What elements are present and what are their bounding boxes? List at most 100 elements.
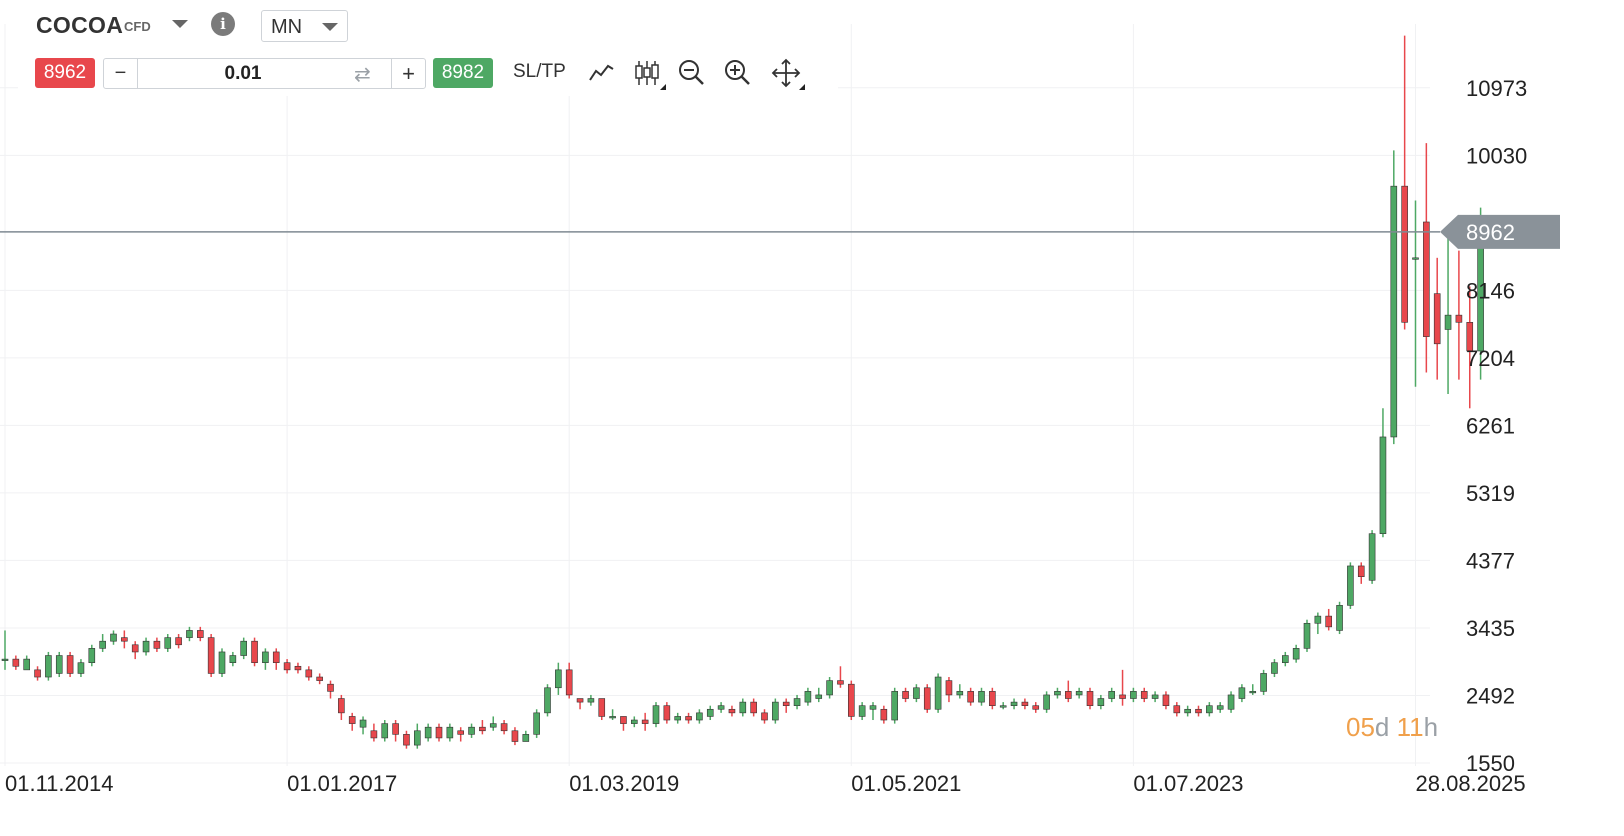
candle: [1347, 562, 1354, 609]
candle: [1303, 619, 1311, 652]
sltp-button[interactable]: SL/TP: [513, 61, 566, 82]
candle-body: [305, 669, 313, 678]
candle: [1249, 684, 1257, 695]
instrument-symbol[interactable]: COCOA: [36, 12, 124, 38]
candle: [804, 687, 812, 706]
y-tick-label: 1550: [1466, 751, 1515, 776]
candle-body: [1075, 691, 1083, 696]
candle: [403, 730, 410, 749]
candle: [772, 698, 779, 724]
line-chart-icon[interactable]: [586, 58, 620, 90]
zoom-in-icon[interactable]: [723, 58, 757, 90]
candle-body: [869, 705, 877, 710]
candle: [468, 723, 475, 738]
x-tick-label: 28.08.2025: [1416, 771, 1526, 796]
y-axis: 10973 10030 8146 7204 6261 5319 4377 3435 2492 15…: [1466, 76, 1527, 776]
candle: [446, 723, 454, 742]
move-icon[interactable]: [771, 58, 805, 90]
candle: [1336, 601, 1343, 635]
volume-input[interactable]: 0.01: [224, 63, 262, 84]
candle: [945, 677, 953, 703]
candle: [1444, 236, 1452, 394]
sell-button[interactable]: 8962: [35, 58, 95, 88]
info-icon[interactable]: i: [211, 12, 235, 36]
candle: [207, 634, 215, 678]
decrease-volume-button[interactable]: −: [104, 59, 138, 88]
candle-body: [110, 633, 117, 642]
candle-body: [1282, 655, 1289, 663]
candle: [262, 648, 269, 670]
countdown-hours-unit: h: [1423, 712, 1439, 742]
candle: [522, 730, 530, 742]
candle: [164, 634, 172, 652]
candle: [110, 630, 117, 645]
candle-body: [479, 726, 486, 732]
chevron-down-icon: [322, 23, 338, 31]
candle-body: [34, 669, 41, 678]
candle: [1097, 694, 1105, 710]
chevron-down-icon[interactable]: [172, 20, 188, 28]
candle: [837, 666, 844, 688]
candle: [88, 644, 96, 667]
swap-icon[interactable]: ⇄: [354, 64, 371, 86]
candle-body: [902, 691, 909, 699]
candle-body: [1401, 185, 1408, 323]
candle-body: [1054, 691, 1061, 696]
candle-body: [1086, 691, 1094, 706]
candle-body: [1043, 694, 1050, 710]
candle-body: [793, 698, 801, 706]
candle-body: [674, 716, 682, 721]
candle: [392, 720, 399, 742]
x-tick-label: 01.07.2023: [1133, 771, 1243, 796]
candle-body: [294, 665, 302, 671]
candle: [12, 655, 20, 670]
candle-body: [142, 640, 150, 653]
candle-body: [880, 708, 888, 721]
candle-body: [489, 723, 497, 728]
candle-body: [956, 691, 964, 696]
candle: [934, 673, 942, 713]
candle: [913, 684, 920, 703]
candle-body: [131, 644, 139, 653]
candle: [1032, 702, 1040, 713]
candle: [283, 659, 291, 674]
candle-body: [1292, 648, 1300, 660]
candle: [1238, 684, 1246, 703]
increase-volume-button[interactable]: +: [391, 59, 425, 88]
candle-body: [316, 676, 323, 681]
candle-body: [1032, 705, 1040, 710]
candle-body: [370, 730, 378, 739]
candle-body: [338, 698, 345, 714]
timeframe-value: MN: [271, 16, 303, 38]
candle: [66, 651, 74, 678]
current-price-marker: [1440, 214, 1560, 249]
candle: [1043, 691, 1050, 713]
candle-body: [403, 734, 410, 746]
candle-body: [717, 705, 725, 710]
candlestick-icon[interactable]: [632, 58, 666, 90]
candle-body: [424, 726, 432, 739]
timeframe-select[interactable]: MN: [261, 10, 348, 42]
countdown-days: 05: [1346, 712, 1375, 742]
candle: [891, 687, 899, 724]
candle: [717, 702, 725, 713]
volume-stepper[interactable]: − 0.01 ⇄ +: [103, 58, 426, 89]
candle-body: [1216, 705, 1224, 710]
buy-button[interactable]: 8982: [433, 58, 493, 88]
candle-body: [99, 640, 106, 649]
y-tick-label: 10973: [1466, 76, 1527, 101]
zoom-out-icon[interactable]: [677, 58, 711, 90]
candle-body: [587, 698, 595, 703]
candle-body: [609, 716, 616, 719]
candle-body: [66, 655, 74, 674]
candle-body: [457, 730, 465, 735]
candle-body: [1390, 185, 1398, 438]
candle-body: [967, 691, 974, 703]
candle-body: [359, 719, 367, 728]
candle-body: [1379, 436, 1387, 535]
candle: [359, 716, 367, 735]
y-tick-label: 7204: [1466, 346, 1515, 371]
candle: [370, 723, 378, 742]
candle-body: [1368, 533, 1376, 581]
